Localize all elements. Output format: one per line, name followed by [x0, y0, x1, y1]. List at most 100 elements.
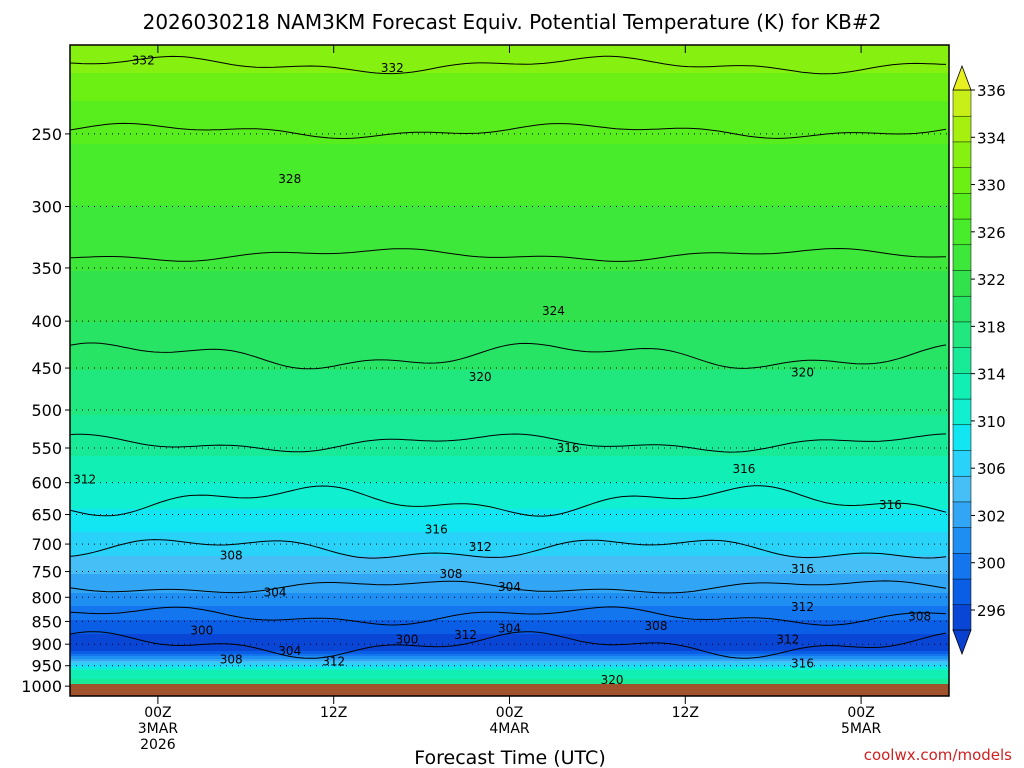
color-band	[70, 509, 949, 533]
contour-line-316	[70, 433, 947, 453]
colorbar-segment	[952, 346, 972, 374]
colorbar-tick-label: 296	[977, 602, 1006, 620]
contour-label: 308	[220, 652, 243, 666]
y-tick-label: 500	[31, 401, 62, 420]
contour-label: 320	[601, 673, 624, 687]
credit-text: coolwx.com/models	[864, 746, 1012, 764]
grid-lines	[70, 133, 949, 687]
y-tick-label: 450	[31, 359, 62, 378]
x-tick-label: 4MAR	[489, 721, 530, 737]
contour-labels: 332 332 328 324 320 320 316 316 316 316 316 316 312 3…	[73, 54, 931, 688]
color-band	[70, 556, 949, 575]
contour-label: 328	[278, 172, 301, 186]
contour-lines	[70, 55, 947, 659]
y-tick-label: 300	[31, 198, 62, 217]
colorbar-bottom-arrow	[952, 629, 972, 656]
contour-line-312	[70, 485, 947, 517]
contour-label: 316	[732, 462, 755, 476]
x-tick-label: 3MAR	[138, 721, 179, 737]
y-tick-label: 900	[31, 635, 62, 654]
contour-label: 316	[425, 523, 448, 537]
colorbar-segment	[952, 218, 972, 246]
contour-label: 308	[908, 610, 931, 624]
contour-label: 312	[322, 655, 345, 669]
contour-label: 312	[791, 600, 814, 614]
contour-label: 304	[498, 580, 521, 594]
x-tick-label: 00Z	[496, 705, 523, 721]
colorbar-segment	[952, 552, 972, 580]
contour-label: 300	[190, 624, 213, 638]
contour-line-300	[70, 606, 947, 626]
color-band	[70, 634, 949, 652]
contour-label: 320	[469, 370, 492, 384]
y-tick-label: 600	[31, 474, 62, 493]
colorbar-segment	[952, 192, 972, 220]
colorbar-segment	[952, 501, 972, 528]
colorbar-segment	[952, 141, 972, 168]
x-tick-label: 12Z	[672, 705, 699, 721]
x-axis-label: Forecast Time (UTC)	[414, 747, 605, 768]
color-band	[70, 679, 949, 689]
y-tick-label: 650	[31, 506, 62, 525]
colorbar-tick-label: 318	[977, 318, 1006, 336]
plot-area: 332 332 328 324 320 320 316 316 316 316 316 316 312 3…	[70, 45, 949, 696]
contour-label: 304	[278, 644, 301, 658]
colorbar-segment	[952, 424, 972, 451]
color-band	[70, 620, 949, 635]
x-tick-label: 12Z	[320, 705, 347, 721]
contour-line-320	[70, 342, 947, 370]
color-band	[70, 574, 949, 594]
color-band	[70, 322, 949, 371]
contour-label: 304	[498, 621, 521, 635]
colorbar-segment	[952, 321, 972, 348]
color-band	[70, 205, 949, 272]
y-tick-label: 700	[31, 535, 62, 554]
color-band	[70, 73, 949, 102]
y-tick-label: 1000	[21, 677, 62, 696]
x-tick-label: 00Z	[144, 705, 171, 721]
color-band	[70, 659, 949, 662]
color-band	[70, 654, 949, 657]
colorbar-segment	[952, 295, 972, 323]
colorbar-tick-label: 334	[977, 129, 1006, 147]
color-band	[70, 370, 949, 416]
contour-label: 312	[73, 472, 96, 486]
contour-label: 304	[264, 585, 287, 599]
contour-line-308	[70, 539, 947, 559]
colorbar-segment	[952, 475, 972, 503]
x-tick-label: 5MAR	[841, 721, 882, 737]
colorbar-tick-label: 310	[977, 413, 1006, 431]
y-tick-label: 800	[31, 588, 62, 607]
colorbar-tick-label: 314	[977, 366, 1006, 384]
contour-line-304	[70, 580, 947, 594]
colorbar-tick-label: 326	[977, 224, 1006, 242]
color-band	[70, 271, 949, 323]
colorbar-tick-label: 322	[977, 271, 1006, 289]
contour-label: 300	[395, 633, 418, 647]
y-tick-label: 750	[31, 563, 62, 582]
colorbar-segment	[952, 578, 972, 606]
contour-label: 320	[791, 365, 814, 379]
color-band	[70, 668, 949, 671]
colorbar-segment	[952, 372, 972, 400]
contour-label: 308	[220, 548, 243, 562]
ground-strip	[70, 684, 949, 696]
color-band	[70, 593, 949, 607]
colorbar-segment	[952, 166, 972, 194]
color-band	[70, 656, 949, 660]
colorbar-segment	[952, 89, 972, 117]
x-tick-label: 2026	[140, 737, 176, 753]
color-band	[70, 670, 949, 680]
contour-label: 308	[439, 567, 462, 581]
colorbar-tick-label: 306	[977, 460, 1006, 478]
colorbar-tick-label: 302	[977, 507, 1006, 525]
colorbar-segment	[952, 604, 972, 631]
color-band	[70, 144, 949, 206]
colorbar-tick-label: 336	[977, 82, 1006, 100]
contour-label: 316	[791, 657, 814, 671]
color-band	[70, 482, 949, 510]
contour-label: 308	[645, 619, 668, 633]
color-bands	[70, 45, 949, 696]
